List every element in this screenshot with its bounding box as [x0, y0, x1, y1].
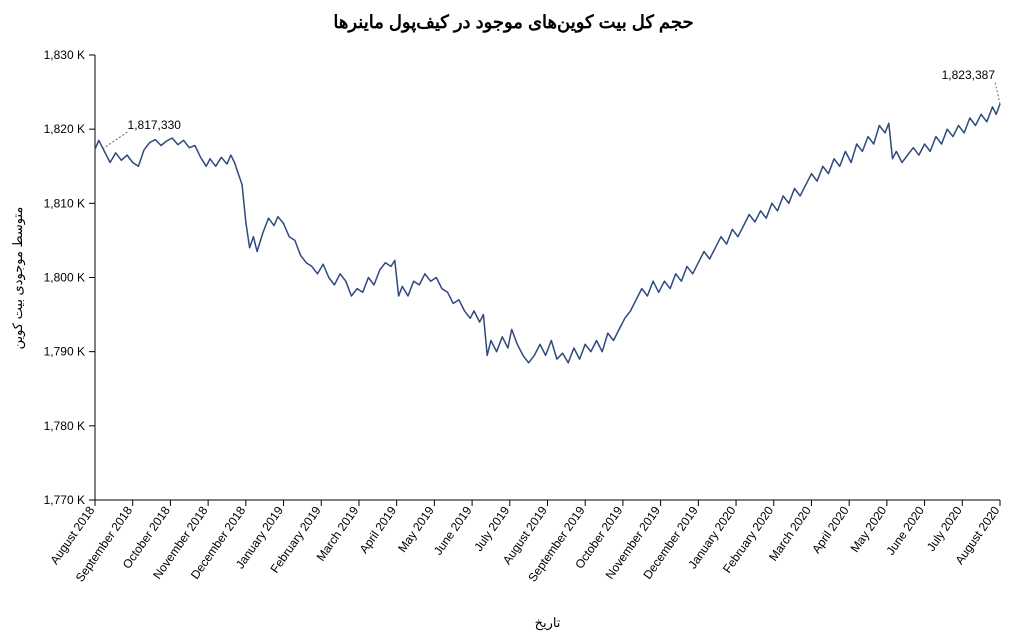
x-tick-label: May 2019	[395, 503, 437, 554]
callout-leader	[103, 132, 128, 149]
x-tick-label: May 2020	[848, 503, 890, 554]
y-tick-label: 1,800 K	[44, 271, 85, 285]
x-tick-label: April 2019	[357, 503, 400, 556]
x-tick-label: June 2020	[883, 503, 927, 557]
y-tick-label: 1,770 K	[44, 493, 85, 507]
y-tick-label: 1,810 K	[44, 196, 85, 210]
series-line	[95, 104, 1000, 363]
callout-label: 1,817,330	[128, 118, 182, 132]
x-tick-label: April 2020	[809, 503, 852, 556]
callout-leader	[995, 82, 1000, 104]
y-tick-label: 1,820 K	[44, 122, 85, 136]
x-axis-label: تاریخ	[518, 615, 578, 631]
chart-container: حجم کل بیت کوین‌های موجود در کیف‌پول مای…	[0, 0, 1027, 644]
x-tick-label: July 2020	[924, 503, 965, 553]
y-tick-label: 1,830 K	[44, 48, 85, 62]
y-axis-label: متوسط موجودی بیت کوین	[10, 206, 26, 349]
x-tick-label: July 2019	[471, 503, 512, 553]
y-tick-label: 1,790 K	[44, 345, 85, 359]
chart-svg: 1,770 K 1,780 K 1,790 K 1,800 K 1,810 K 1,820…	[0, 0, 1027, 644]
y-tick-label: 1,780 K	[44, 419, 85, 433]
callout-label: 1,823,387	[942, 68, 996, 82]
x-tick-label: June 2019	[431, 503, 475, 557]
